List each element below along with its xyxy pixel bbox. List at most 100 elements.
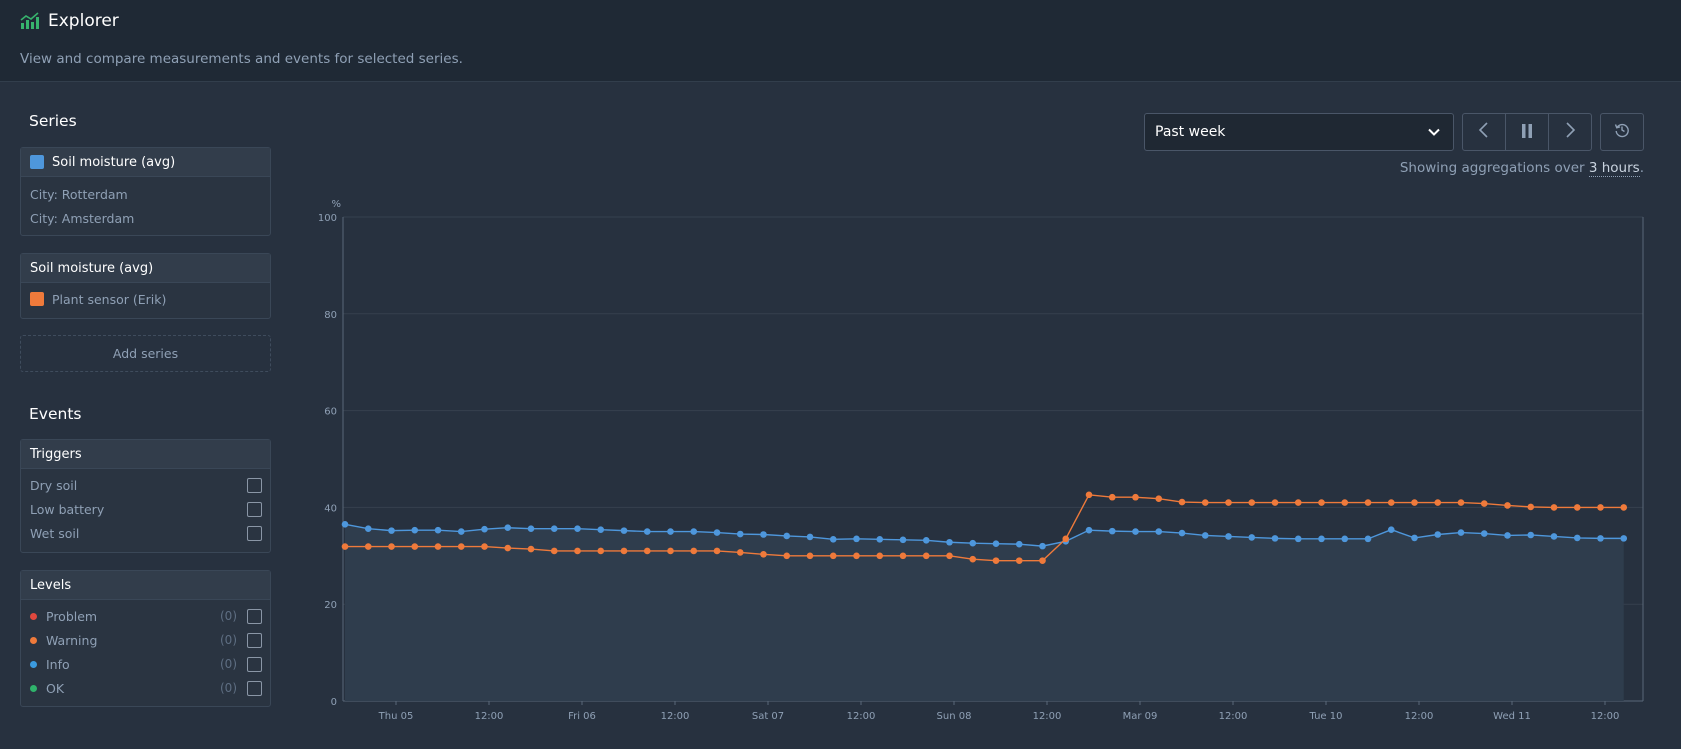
data-point — [1108, 493, 1116, 501]
data-point — [1504, 532, 1511, 539]
x-tick-label: Sat 07 — [752, 711, 784, 720]
series-item[interactable]: City: Rotterdam — [21, 182, 270, 206]
series-color-swatch[interactable] — [30, 155, 44, 169]
data-point — [1411, 534, 1418, 542]
data-point — [1108, 527, 1116, 535]
data-point — [411, 526, 419, 534]
level-checkbox[interactable] — [247, 656, 262, 672]
warning-dot-icon — [30, 636, 37, 644]
time-range-select[interactable]: Past week — [1144, 113, 1454, 151]
data-point — [1597, 535, 1604, 542]
data-point — [643, 547, 651, 555]
data-point — [667, 528, 674, 535]
level-count: (0) — [220, 657, 237, 671]
next-period-button[interactable] — [1549, 114, 1591, 150]
measurement-chart[interactable]: 0 20 40 60 80 100% Thu 05 12:00 Fri 06 12:00 Sat 0… — [310, 195, 1660, 720]
trigger-label: Wet soil — [30, 525, 80, 541]
events-section-title: Events — [29, 405, 82, 423]
data-point — [620, 527, 628, 534]
data-point — [1620, 535, 1628, 542]
data-point — [783, 532, 791, 540]
series-color-swatch[interactable] — [30, 292, 44, 306]
data-point — [1039, 557, 1046, 564]
trigger-item[interactable]: Wet soil — [21, 521, 270, 545]
series-line — [344, 523, 1624, 547]
data-point — [411, 543, 419, 550]
data-point — [620, 547, 628, 555]
data-point — [527, 525, 535, 532]
series-group-1[interactable]: Soil moisture (avg) City: Rotterdam City… — [20, 147, 271, 236]
level-item[interactable]: OK (0) — [21, 676, 270, 700]
level-label: OK — [46, 680, 65, 696]
level-checkbox[interactable] — [247, 680, 262, 696]
page-title: Explorer — [48, 11, 119, 31]
series-line — [345, 494, 1624, 562]
series-group-2[interactable]: Soil moisture (avg) Plant sensor (Erik) — [20, 253, 271, 319]
series-item[interactable]: City: Amsterdam — [21, 206, 270, 230]
data-point — [713, 529, 721, 536]
data-point — [550, 547, 558, 555]
trigger-checkbox[interactable] — [247, 525, 262, 541]
data-point — [876, 552, 884, 560]
ok-dot-icon — [30, 684, 37, 692]
data-point — [341, 521, 349, 528]
reset-view-button[interactable] — [1600, 113, 1644, 151]
data-point — [992, 557, 1000, 564]
level-item[interactable]: Problem (0) — [21, 604, 270, 628]
series-item[interactable]: Plant sensor (Erik) — [21, 287, 270, 311]
y-tick-label: 60 — [324, 407, 337, 418]
chevron-left-icon — [1478, 122, 1490, 142]
data-point — [1248, 534, 1256, 541]
x-tick-label: Wed 11 — [1493, 711, 1531, 720]
data-point — [388, 527, 395, 534]
level-checkbox[interactable] — [247, 632, 262, 648]
pause-button[interactable] — [1506, 114, 1549, 150]
data-point — [1318, 535, 1325, 543]
data-point — [899, 536, 907, 544]
data-point — [504, 524, 512, 532]
level-item[interactable]: Warning (0) — [21, 628, 270, 652]
level-checkbox[interactable] — [247, 608, 262, 624]
data-point — [1155, 528, 1163, 535]
levels-panel: Levels Problem (0) Warning (0) Info (0) … — [20, 570, 271, 707]
add-series-button[interactable]: Add series — [20, 335, 271, 372]
data-point — [364, 543, 372, 550]
data-point — [1364, 535, 1372, 543]
data-point — [1085, 526, 1093, 534]
data-point — [1550, 504, 1558, 511]
x-tick-label: 12:00 — [847, 711, 876, 720]
level-item[interactable]: Info (0) — [21, 652, 270, 676]
problem-dot-icon — [30, 612, 37, 620]
data-point — [922, 537, 930, 544]
level-label: Problem — [46, 608, 98, 624]
data-point — [1457, 499, 1465, 506]
info-dot-icon — [30, 660, 37, 668]
data-point — [806, 552, 814, 560]
triggers-header: Triggers — [21, 440, 270, 469]
data-point — [1550, 533, 1558, 540]
aggregation-interval[interactable]: 3 hours — [1588, 160, 1640, 177]
trigger-checkbox[interactable] — [247, 501, 262, 517]
series-group-title: Soil moisture (avg) — [52, 154, 176, 170]
trigger-item[interactable]: Dry soil — [21, 473, 270, 497]
data-point — [1294, 535, 1302, 543]
data-point — [1178, 498, 1186, 506]
trigger-checkbox[interactable] — [247, 477, 262, 493]
data-point — [760, 531, 767, 538]
data-point — [829, 536, 837, 543]
data-point — [1411, 499, 1418, 506]
series-group-header[interactable]: Soil moisture (avg) — [21, 254, 270, 283]
data-point — [783, 552, 791, 560]
data-point — [457, 543, 465, 550]
data-point — [1132, 528, 1139, 535]
chevron-down-icon — [1427, 125, 1441, 143]
data-point — [1387, 499, 1395, 506]
data-point — [899, 552, 907, 560]
series-item-label: Plant sensor (Erik) — [52, 291, 167, 307]
data-point — [1387, 526, 1395, 533]
trigger-item[interactable]: Low battery — [21, 497, 270, 521]
previous-period-button[interactable] — [1463, 114, 1506, 150]
x-tick-label: 12:00 — [1219, 711, 1248, 720]
series-group-header[interactable]: Soil moisture (avg) — [21, 148, 270, 177]
data-point — [690, 547, 698, 555]
